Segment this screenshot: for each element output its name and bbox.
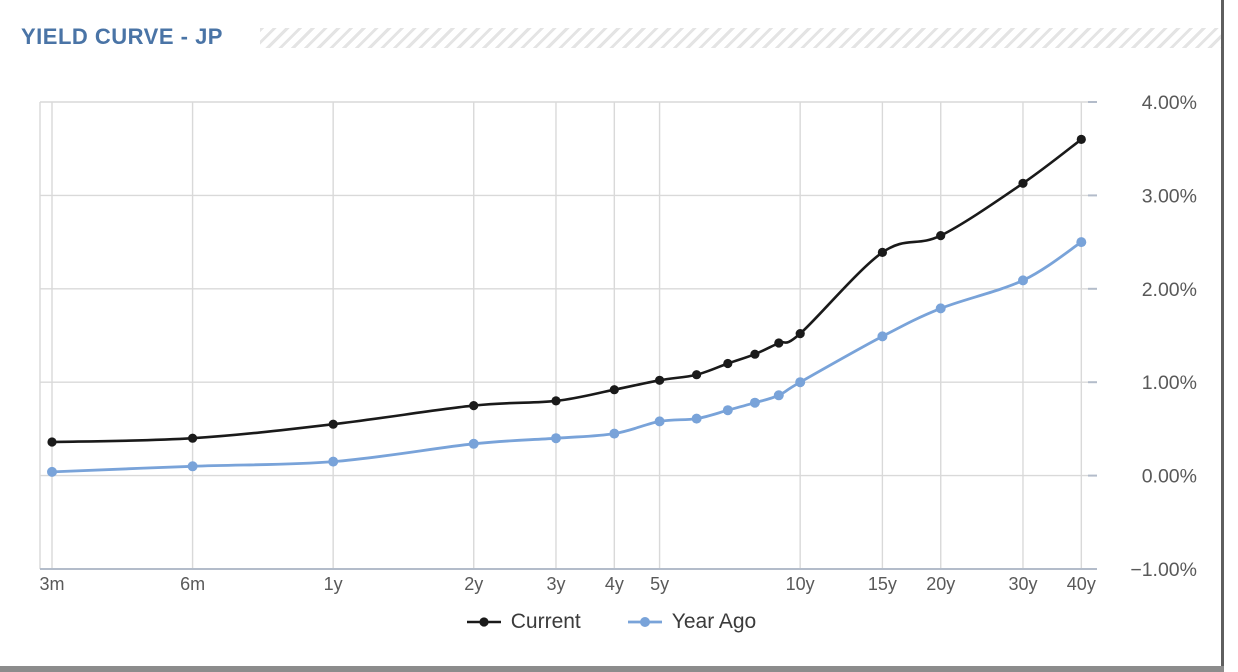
- series-marker-current: [469, 401, 479, 411]
- series-marker-year-ago: [187, 461, 198, 472]
- series-marker-year-ago: [609, 428, 620, 439]
- series-marker-current: [750, 349, 760, 359]
- x-tick-label: 2y: [464, 574, 483, 594]
- series-marker-year-ago: [1018, 275, 1028, 286]
- y-tick-label: 2.00%: [1142, 279, 1197, 301]
- x-tick-label: 10y: [786, 574, 815, 594]
- panel-right-border: [1221, 0, 1224, 672]
- series-marker-current: [795, 329, 805, 339]
- series-marker-current: [47, 437, 57, 447]
- page-title: YIELD CURVE - JP: [21, 24, 223, 49]
- y-tick-label: 3.00%: [1142, 185, 1197, 207]
- x-tick-label: 1y: [324, 574, 343, 594]
- series-marker-year-ago: [877, 331, 888, 342]
- series-marker-year-ago: [1076, 237, 1087, 248]
- series-marker-year-ago: [47, 466, 57, 477]
- legend-item-year-ago: Year Ago: [627, 610, 756, 634]
- series-marker-year-ago: [795, 377, 806, 388]
- series-marker-current: [723, 358, 733, 369]
- series-marker-year-ago: [749, 397, 760, 408]
- series-marker-year-ago: [468, 438, 479, 449]
- series-marker-current: [609, 385, 619, 395]
- hatch-decoration: [260, 28, 1222, 48]
- series-marker-current: [551, 396, 561, 406]
- legend-item-current: Current: [466, 610, 581, 634]
- x-tick-label: 3m: [39, 574, 64, 594]
- series-marker-year-ago: [935, 303, 946, 314]
- series-marker-current: [774, 338, 784, 348]
- x-tick-label: 5y: [650, 574, 669, 594]
- series-marker-current: [1018, 178, 1028, 188]
- series-marker-year-ago: [654, 416, 665, 427]
- x-tick-label: 3y: [546, 574, 565, 594]
- legend-marker-current-icon: [466, 617, 501, 627]
- series-marker-year-ago: [722, 405, 733, 416]
- series-marker-year-ago: [328, 456, 339, 467]
- series-marker-current: [936, 231, 946, 241]
- x-tick-label: 15y: [868, 574, 897, 594]
- legend-label-year-ago: Year Ago: [671, 610, 757, 633]
- series-line-current: [50, 138, 1083, 444]
- series-marker-current: [655, 375, 665, 385]
- y-tick-label: 1.00%: [1142, 372, 1197, 394]
- series-marker-current: [692, 370, 702, 380]
- series-marker-current: [877, 247, 888, 257]
- series-marker-current: [188, 433, 198, 443]
- x-tick-label: 30y: [1008, 574, 1037, 594]
- y-tick-label: −1.00%: [1130, 559, 1197, 581]
- yield-curve-chart: 3m 6m 1y 2y 3y 4y 5y 10y 15y 20y 30y 40y 4.00% 3.00% 2…: [39, 92, 1197, 594]
- chart-legend: Current Year Ago: [0, 604, 1222, 640]
- series-marker-current: [1076, 134, 1086, 144]
- series-marker-year-ago: [773, 390, 784, 401]
- panel-bottom-border: [0, 666, 1224, 672]
- y-tick-label: 4.00%: [1142, 92, 1197, 114]
- y-tick-label: 0.00%: [1142, 466, 1197, 488]
- legend-marker-year-ago-icon: [627, 617, 662, 627]
- legend-label-current: Current: [510, 610, 581, 633]
- series-marker-year-ago: [691, 413, 702, 424]
- x-tick-label: 40y: [1067, 574, 1096, 594]
- x-tick-label: 4y: [605, 574, 624, 594]
- x-tick-label: 6m: [180, 574, 205, 594]
- series-marker-current: [328, 419, 338, 429]
- series-marker-year-ago: [551, 433, 561, 444]
- x-tick-label: 20y: [926, 574, 955, 594]
